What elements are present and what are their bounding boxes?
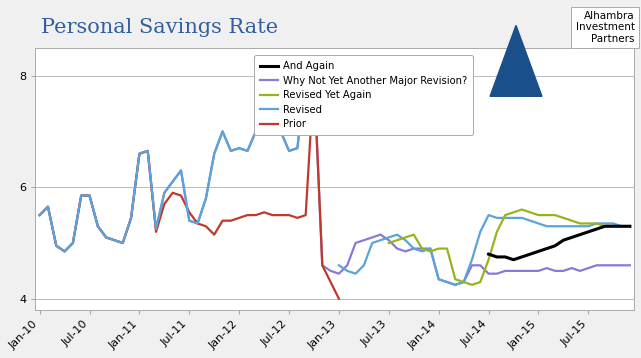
Text: Alhambra
Investment
Partners: Alhambra Investment Partners [576,11,635,44]
Text: Personal Savings Rate: Personal Savings Rate [42,18,279,37]
Legend: And Again, Why Not Yet Another Major Revision?, Revised Yet Again, Revised, Prio: And Again, Why Not Yet Another Major Rev… [254,55,474,135]
Polygon shape [490,25,542,96]
